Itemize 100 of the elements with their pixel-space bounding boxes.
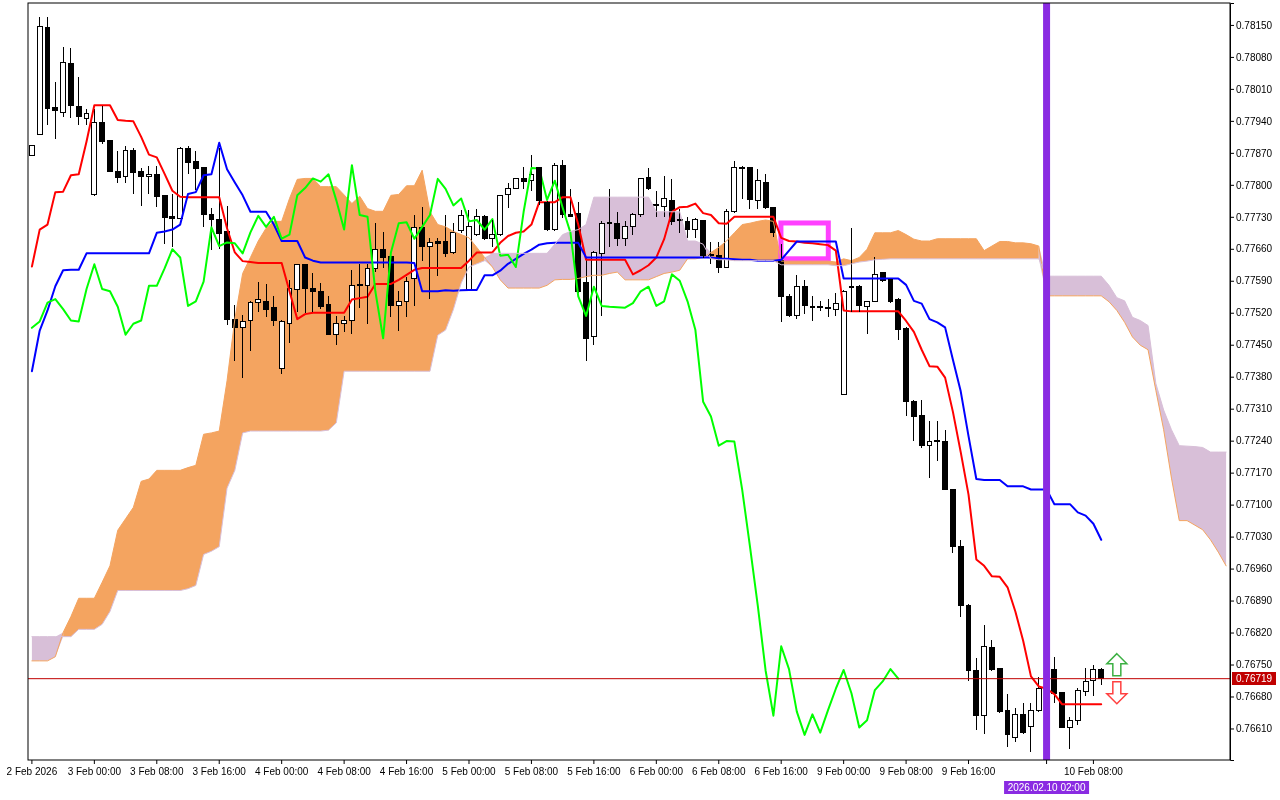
candlestick (380, 231, 387, 269)
ref-line-label: 0.76719 (1236, 672, 1273, 686)
candlestick (1090, 664, 1097, 697)
candlestick (825, 299, 831, 318)
line-series (30, 141, 1103, 541)
candlestick (309, 272, 316, 313)
x-tick-label: 5 Feb 00:00 (442, 766, 497, 777)
y-tick-label: 0.77660 (1236, 243, 1273, 255)
x-tick-label: 9 Feb 08:00 (879, 766, 934, 777)
y-tick-label: 0.77310 (1236, 403, 1273, 415)
candlestick (1098, 667, 1105, 686)
price-label-box: 0.76719 (1232, 672, 1277, 686)
candlestick (840, 289, 847, 396)
x-tick-label: 9 Feb 00:00 (816, 766, 871, 777)
candlestick (903, 326, 909, 417)
candlestick (871, 256, 878, 302)
candlestick (629, 212, 636, 236)
candlestick (661, 175, 668, 218)
candlestick (341, 315, 348, 333)
x-tick-label: 4 Feb 16:00 (379, 766, 434, 777)
candlestick (754, 168, 761, 210)
x-tick-label: 6 Feb 08:00 (692, 766, 746, 777)
line-series (30, 164, 900, 736)
candlestick (786, 293, 792, 318)
candlestick (138, 167, 145, 207)
candlestick (99, 105, 106, 145)
candlestick (567, 188, 574, 218)
candlestick (239, 314, 246, 379)
y-tick-label: 0.77380 (1236, 371, 1273, 383)
candlestick (419, 206, 426, 262)
candlestick (864, 300, 870, 335)
candlestick (989, 639, 995, 672)
candlestick (60, 46, 67, 118)
candlestick (910, 399, 917, 442)
candlestick (1028, 702, 1034, 753)
candlestick (981, 624, 988, 734)
x-tick-label: 6 Feb 16:00 (754, 766, 809, 777)
x-tick-label: 5 Feb 08:00 (504, 766, 559, 777)
candlestick (458, 209, 465, 234)
x-tick-label: 6 Feb 00:00 (629, 766, 684, 777)
y-tick-label: 0.77450 (1236, 339, 1273, 351)
y-tick-label: 0.77800 (1236, 179, 1273, 191)
candlestick (1059, 692, 1066, 729)
candlestick (512, 177, 519, 190)
candlestick (505, 182, 511, 209)
candlestick (942, 429, 949, 491)
y-tick-label: 0.77730 (1236, 211, 1273, 223)
candlestick (1020, 702, 1027, 735)
candlestick (497, 194, 504, 237)
candlestick (708, 241, 714, 265)
y-tick-label: 0.77240 (1236, 435, 1273, 447)
candlestick (950, 488, 956, 554)
y-tick-label: 0.76610 (1236, 723, 1273, 735)
y-tick-label: 0.76890 (1236, 595, 1273, 607)
y-tick-label: 0.77940 (1236, 115, 1273, 127)
candlestick (91, 108, 98, 197)
candlestick (832, 292, 839, 317)
x-tick-label: 3 Feb 08:00 (130, 766, 184, 777)
candlestick (153, 165, 160, 208)
candlestick (146, 165, 152, 195)
x-tick-label: 2 Feb 2026 (6, 766, 58, 777)
x-tick-label: 3 Feb 16:00 (192, 766, 247, 777)
x-tick-label: 10 Feb 08:00 (1063, 766, 1124, 777)
candlestick (1074, 687, 1081, 726)
candlestick (544, 200, 550, 232)
candlestick (434, 237, 441, 277)
candlestick (622, 220, 629, 247)
candlestick (747, 166, 753, 210)
y-tick-label: 0.76680 (1236, 691, 1273, 703)
candlestick (1067, 716, 1073, 750)
candlestick (192, 150, 199, 191)
candlestick (653, 190, 660, 218)
candlestick (185, 145, 191, 175)
candlestick (68, 47, 74, 119)
candlestick (676, 208, 683, 234)
x-tick-label: 9 Feb 16:00 (941, 766, 996, 777)
candlestick (349, 269, 355, 335)
candlestick (793, 274, 800, 320)
y-tick-label: 0.76750 (1236, 659, 1273, 671)
y-tick-label: 0.78080 (1236, 51, 1273, 63)
candlestick (302, 263, 308, 314)
candlestick (216, 147, 223, 250)
candlestick (270, 295, 277, 327)
candlestick (778, 243, 785, 323)
y-tick-label: 0.76820 (1236, 627, 1273, 639)
x-tick-label: 5 Feb 16:00 (567, 766, 621, 777)
candlestick (1035, 676, 1042, 713)
y-tick-label: 0.77030 (1236, 531, 1273, 543)
y-tick-label: 0.76960 (1236, 563, 1273, 575)
candlestick (1051, 656, 1058, 704)
y-tick-label: 0.77590 (1236, 275, 1273, 287)
y-tick-label: 0.77520 (1236, 307, 1273, 319)
y-tick-label: 0.78150 (1236, 19, 1273, 31)
y-tick-label: 0.78010 (1236, 83, 1273, 95)
y-tick-label: 0.77870 (1236, 147, 1273, 159)
candlestick (177, 146, 184, 219)
x-tick-label: 4 Feb 00:00 (254, 766, 309, 777)
y-tick-label: 0.77170 (1236, 467, 1273, 479)
candlestick (739, 165, 746, 200)
candlestick (427, 237, 433, 300)
